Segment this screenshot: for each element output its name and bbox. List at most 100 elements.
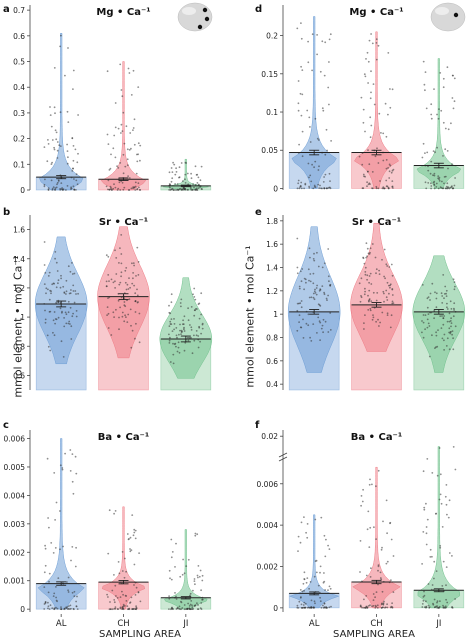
data-point xyxy=(168,171,171,174)
data-point xyxy=(193,309,196,311)
data-point xyxy=(449,186,452,189)
data-point xyxy=(174,566,176,568)
data-point xyxy=(302,582,305,585)
violin-JI xyxy=(164,529,208,610)
data-point xyxy=(374,596,376,599)
data-point xyxy=(323,74,326,77)
data-point xyxy=(308,187,311,189)
data-point xyxy=(57,577,60,579)
data-point xyxy=(132,127,135,129)
data-point xyxy=(128,72,131,74)
data-point xyxy=(122,593,124,596)
data-point xyxy=(134,185,137,188)
data-point xyxy=(43,283,46,285)
data-point xyxy=(376,292,379,294)
data-point xyxy=(325,128,328,131)
data-point xyxy=(426,326,429,329)
y-tick-label: 0.4 xyxy=(13,83,25,92)
panel-title: Ba • Ca⁻¹ xyxy=(351,432,402,443)
data-point xyxy=(169,320,172,323)
data-point xyxy=(328,172,331,175)
data-point xyxy=(451,185,453,188)
data-point xyxy=(449,300,452,303)
data-point xyxy=(67,576,70,579)
y-tick-label: 0.003 xyxy=(4,520,26,529)
data-point xyxy=(54,251,57,253)
y-tick-label: 0.5 xyxy=(13,58,25,67)
data-point xyxy=(44,318,47,321)
data-point xyxy=(63,291,66,294)
data-point xyxy=(299,184,302,187)
data-point xyxy=(124,165,127,168)
data-point xyxy=(303,516,305,518)
y-tick-label: 1.6 xyxy=(266,240,278,249)
data-point xyxy=(194,183,197,186)
data-point xyxy=(385,499,388,502)
data-point xyxy=(441,302,444,304)
data-point xyxy=(313,290,316,293)
y-tick-label: 1.6 xyxy=(13,226,25,235)
y-tick-label: 1 xyxy=(20,313,25,322)
data-point xyxy=(190,326,193,329)
data-point xyxy=(182,319,185,322)
data-point xyxy=(379,321,381,324)
data-point xyxy=(52,282,55,285)
data-point xyxy=(116,165,118,168)
data-point xyxy=(453,307,455,310)
data-point xyxy=(366,247,369,250)
data-point xyxy=(171,330,174,332)
data-point xyxy=(49,604,52,607)
data-point xyxy=(321,107,324,110)
data-point xyxy=(431,584,434,586)
data-point xyxy=(45,292,47,295)
data-point xyxy=(119,162,122,164)
data-point xyxy=(308,116,311,119)
data-point xyxy=(199,340,202,343)
inset-map-highlight xyxy=(182,7,196,15)
data-point xyxy=(430,187,432,190)
data-point xyxy=(192,293,194,296)
data-point xyxy=(66,143,68,146)
data-point xyxy=(428,325,431,327)
data-point xyxy=(67,589,69,592)
data-point xyxy=(108,280,110,282)
data-point xyxy=(425,606,428,609)
data-point xyxy=(319,565,322,568)
data-point xyxy=(319,321,322,324)
data-point xyxy=(193,604,196,607)
data-point xyxy=(312,323,315,325)
data-point xyxy=(56,157,59,159)
data-point xyxy=(367,60,370,63)
data-point xyxy=(382,159,385,162)
data-point xyxy=(60,340,63,343)
data-point xyxy=(113,134,116,137)
data-point xyxy=(424,314,427,316)
data-point xyxy=(432,174,434,177)
data-point xyxy=(116,597,119,599)
data-point xyxy=(314,160,317,163)
data-point xyxy=(424,89,426,92)
data-point xyxy=(381,546,383,549)
data-point xyxy=(308,185,310,188)
data-point xyxy=(71,480,74,483)
data-point xyxy=(330,140,332,142)
data-point xyxy=(381,187,384,190)
data-point xyxy=(105,285,108,288)
data-point xyxy=(377,564,380,566)
data-point xyxy=(200,165,203,168)
data-point xyxy=(311,163,313,166)
data-point xyxy=(364,266,367,269)
data-point xyxy=(109,601,111,603)
data-point xyxy=(51,607,54,610)
data-point xyxy=(321,266,324,269)
data-point xyxy=(201,323,204,326)
data-point xyxy=(190,189,193,191)
data-point xyxy=(133,284,136,287)
data-point xyxy=(44,601,47,604)
data-point xyxy=(442,560,445,563)
data-point xyxy=(375,485,377,488)
y-tick-label: 0.8 xyxy=(266,334,278,343)
data-point xyxy=(427,169,430,172)
data-point xyxy=(433,187,436,190)
data-point xyxy=(187,189,190,191)
